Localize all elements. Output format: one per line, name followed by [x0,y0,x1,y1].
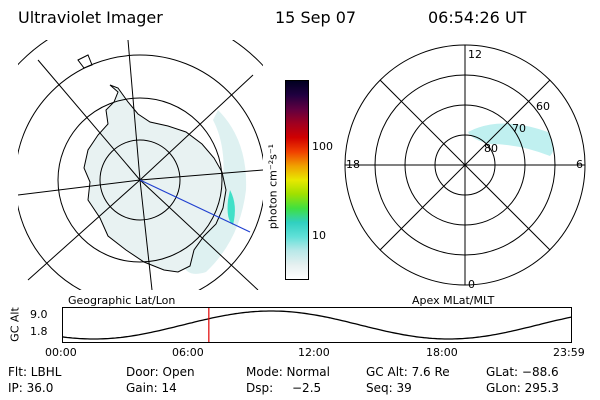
xtick-2359: 23:59 [553,346,585,359]
altitude-timeline [62,307,572,343]
info-gc-alt: GC Alt: 7.6 Re [366,365,450,379]
peninsula-coastline [77,54,93,69]
colorbar-unit-label: photon cm⁻²s⁻¹ [266,143,280,230]
colorbar-tick-100: 100 [312,140,333,153]
timeline-ylabel: GC Alt [8,307,22,342]
info-gain: Gain: 14 [126,381,177,395]
auroral-oval-mag [468,123,554,156]
info-door: Door: Open [126,365,195,379]
ytick-9: 9.0 [30,308,48,321]
info-seq: Seq: 39 [366,381,412,395]
altitude-curve [62,310,572,340]
info-mode: Mode: Normal [246,365,330,379]
auroral-emission-region [183,110,247,274]
app-title: Ultraviolet Imager [18,8,163,27]
mag-panel-label: Apex MLat/MLT [412,294,495,307]
xtick-1800: 18:00 [426,346,458,359]
geo-panel-label: Geographic Lat/Lon [68,294,176,307]
auroral-bright-spot [227,190,235,225]
header-date: 15 Sep 07 [275,8,357,27]
mlt-label-18: 18 [346,158,360,171]
xtick-1200: 12:00 [298,346,330,359]
header-time: 06:54:26 UT [428,8,527,27]
ytick-1-8: 1.8 [30,325,48,338]
colorbar-tick-10: 10 [312,229,326,242]
info-filter: Flt: LBHL [8,365,62,379]
magnetic-mlt-panel: 12 18 6 0 60 70 80 [344,44,586,290]
satellite-ground-track [139,179,251,233]
xtick-0600: 06:00 [172,346,204,359]
info-dsp-label: Dsp: [246,381,274,395]
mlat-label-60: 60 [536,100,550,113]
info-dsp-value: −2.5 [292,381,322,395]
mlat-label-70: 70 [512,122,526,135]
colorbar [285,80,309,280]
info-glon: GLon: 295.3 [486,381,559,395]
mlat-label-80: 80 [484,142,498,155]
mlt-label-12: 12 [468,48,482,61]
mlt-label-0: 0 [468,278,475,290]
info-ip: IP: 36.0 [8,381,54,395]
geographic-map-panel [18,40,263,290]
xtick-0000: 00:00 [45,346,77,359]
mlt-label-6: 6 [576,158,583,171]
info-glat: GLat: −88.6 [486,365,559,379]
